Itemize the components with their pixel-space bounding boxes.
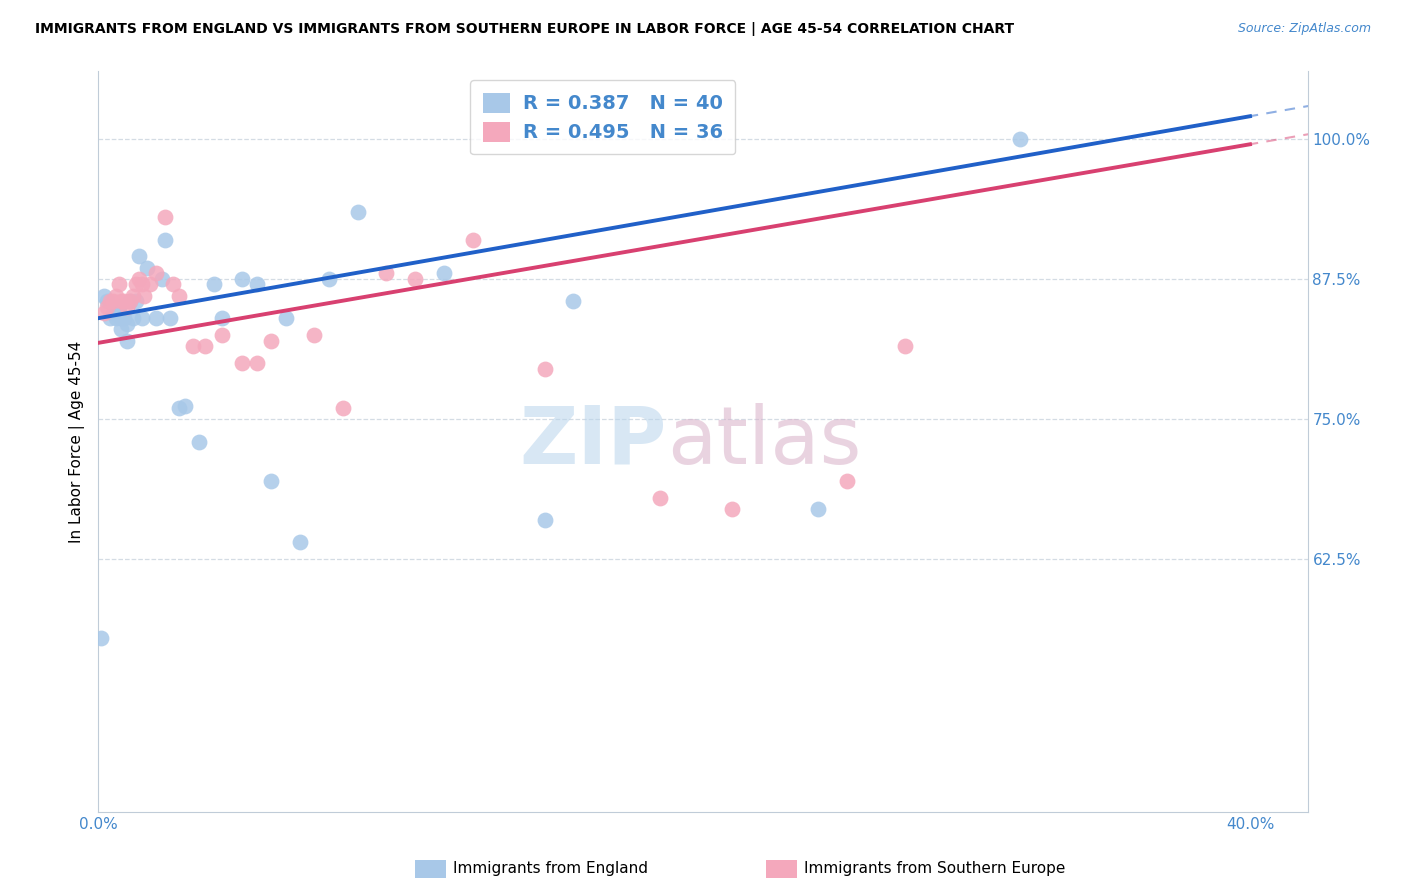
Point (131, 277, 153, 292)
Point (101, 294, 124, 309)
Point (893, 339, 915, 353)
Point (120, 294, 142, 309)
Text: Immigrants from England: Immigrants from England (453, 862, 648, 876)
Point (153, 233, 176, 247)
Point (110, 294, 132, 309)
Point (274, 311, 297, 326)
Point (173, 399, 195, 413)
Point (346, 204, 368, 219)
Point (98, 294, 121, 309)
Point (136, 260, 159, 275)
Point (128, 272, 150, 286)
Point (107, 277, 129, 292)
Point (159, 311, 181, 326)
Point (90, 631, 112, 645)
Point (128, 250, 150, 264)
Point (202, 277, 225, 292)
Point (98, 311, 121, 326)
Point (246, 356, 269, 370)
Point (288, 535, 311, 549)
Point (104, 311, 127, 326)
Point (112, 294, 135, 309)
Point (461, 233, 484, 247)
Point (112, 311, 135, 326)
Point (153, 210, 176, 224)
Point (260, 474, 283, 488)
Point (139, 277, 162, 292)
Point (231, 272, 253, 286)
Point (110, 311, 132, 326)
Point (131, 311, 153, 326)
Point (211, 328, 233, 343)
Point (122, 289, 145, 303)
Point (150, 272, 173, 286)
Point (107, 305, 129, 319)
Legend: R = 0.387   N = 40, R = 0.495   N = 36: R = 0.387 N = 40, R = 0.495 N = 36 (470, 80, 735, 154)
Text: ZIP: ZIP (519, 402, 666, 481)
Point (110, 322, 132, 336)
Point (720, 501, 742, 516)
Point (194, 339, 217, 353)
Point (533, 513, 555, 527)
Point (260, 334, 283, 348)
Point (93, 289, 115, 303)
Point (188, 434, 211, 449)
Point (162, 277, 184, 292)
Point (145, 266, 167, 280)
Point (167, 401, 190, 415)
Text: atlas: atlas (666, 402, 860, 481)
Point (332, 401, 354, 415)
Point (101, 305, 124, 319)
Point (167, 289, 190, 303)
Point (375, 266, 398, 280)
Point (433, 266, 456, 280)
Point (807, 501, 830, 516)
Point (404, 272, 426, 286)
Point (96, 294, 118, 309)
Point (134, 289, 156, 303)
Text: Immigrants from Southern Europe: Immigrants from Southern Europe (804, 862, 1066, 876)
Point (104, 289, 127, 303)
Point (145, 311, 167, 326)
Point (125, 277, 148, 292)
Point (1008, 131, 1031, 145)
Point (648, 491, 671, 505)
Text: Source: ZipAtlas.com: Source: ZipAtlas.com (1237, 22, 1371, 36)
Point (115, 300, 138, 314)
Point (115, 334, 138, 348)
Point (835, 474, 858, 488)
Point (125, 294, 148, 309)
Point (304, 328, 326, 343)
Point (120, 294, 142, 309)
Point (231, 356, 253, 370)
Point (318, 272, 340, 286)
Text: IMMIGRANTS FROM ENGLAND VS IMMIGRANTS FROM SOUTHERN EUROPE IN LABOR FORCE | AGE : IMMIGRANTS FROM ENGLAND VS IMMIGRANTS FR… (35, 22, 1014, 37)
Point (211, 311, 233, 326)
Point (115, 317, 138, 331)
Point (122, 311, 145, 326)
Point (96, 300, 118, 314)
Point (246, 277, 269, 292)
Point (93, 305, 115, 319)
Point (107, 300, 129, 314)
Point (562, 294, 585, 309)
Point (183, 339, 205, 353)
Point (533, 361, 555, 376)
Y-axis label: In Labor Force | Age 45-54: In Labor Force | Age 45-54 (69, 341, 86, 542)
